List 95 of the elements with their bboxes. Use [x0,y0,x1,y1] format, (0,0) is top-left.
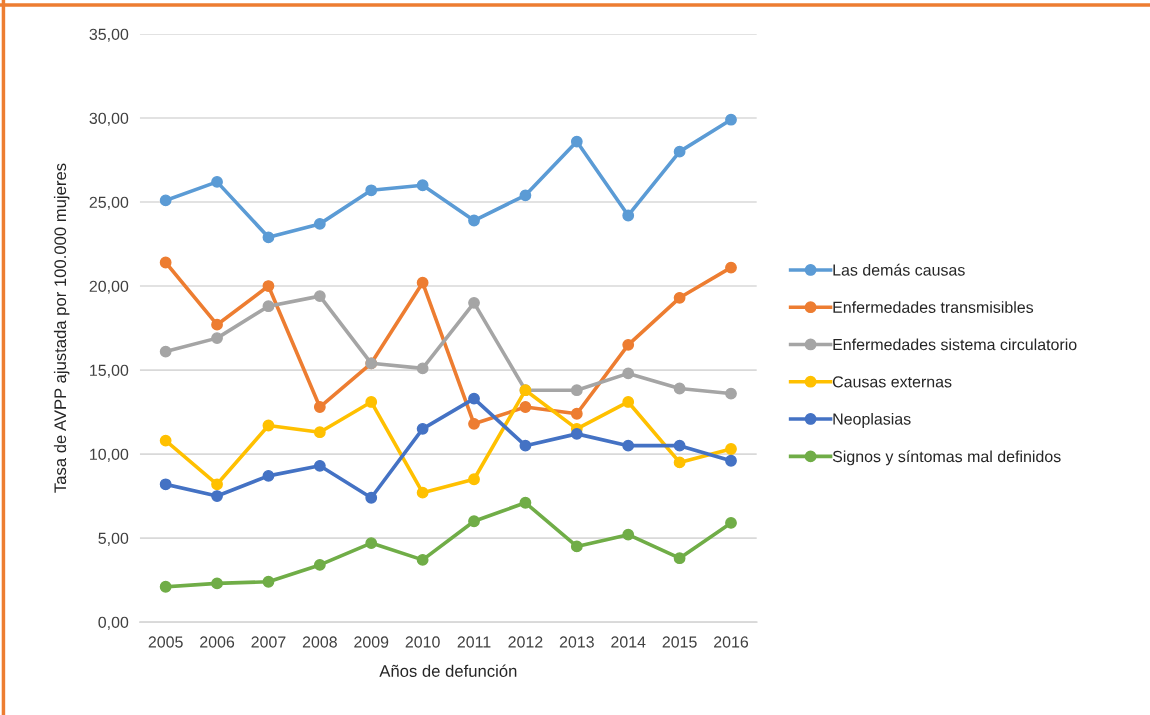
point [365,396,378,408]
point [416,362,429,375]
point [570,540,583,553]
point [622,367,635,380]
point [570,384,583,397]
point [673,552,686,565]
point [570,407,583,420]
point [211,318,223,331]
y-axis-title: Tasa de AVPP ajustada por 100.000 mujeres [53,163,70,493]
point [622,396,635,408]
x-tick-label: 2008 [302,636,337,648]
point [159,256,172,269]
point [365,537,378,549]
point [159,478,172,491]
point [262,231,275,244]
point [416,553,429,566]
point [416,276,429,289]
legend-label: Enfermedades sistema circulatorio [833,338,1077,351]
point [416,422,429,435]
point [159,580,172,593]
x-tick-label: 2010 [405,636,440,648]
y-tick-label: 30,00 [89,112,129,126]
point [313,426,326,439]
y-tick-label: 15,00 [90,364,129,378]
point [313,290,326,303]
point [725,113,737,126]
legend-label: Causas externas [832,376,952,388]
point [211,577,223,590]
point [262,469,275,482]
point [673,439,686,452]
point [313,401,326,413]
point [159,434,172,447]
point [468,214,480,227]
y-tick-label: 0,00 [98,616,129,630]
point [262,575,275,588]
point [519,401,532,413]
y-tick-label: 5,00 [98,532,129,546]
point [159,194,172,207]
y-tick-label: 25,00 [89,196,129,210]
point [622,209,635,222]
point [468,296,480,309]
y-tick-label: 10,00 [90,448,129,462]
y-tick-label: 35,00 [89,28,129,42]
point [313,217,326,230]
point [519,439,532,452]
point [622,528,635,541]
point [211,478,223,491]
y-tick-label: 20,00 [89,280,129,294]
x-tick-label: 2016 [714,636,749,648]
point [519,496,532,509]
point [468,417,480,430]
point [365,491,378,504]
x-tick-label: 2015 [662,636,697,648]
point [673,456,686,469]
point [211,490,223,502]
x-tick-label: 2014 [611,636,646,648]
point [365,184,378,197]
legend-label: Neoplasias [833,412,911,428]
point [468,515,480,528]
point [673,145,686,158]
x-tick-label: 2007 [251,636,286,648]
x-tick-label: 2005 [148,636,183,648]
point [570,427,583,440]
legend-label: Enfermedades transmisibles [833,301,1034,313]
x-tick-label: 2006 [200,636,235,648]
point [211,332,223,345]
point [416,486,429,499]
point [725,454,737,467]
point [262,300,275,313]
point [159,345,172,358]
point [725,261,737,274]
point [416,179,429,192]
point [519,189,532,202]
point [313,559,326,571]
point [622,439,635,452]
x-tick-label: 2012 [508,636,543,648]
point [211,175,223,188]
point [725,517,737,529]
point [725,443,737,455]
point [673,291,686,304]
point [725,387,737,400]
legend-label: Signos y síntomas mal definidos [832,450,1061,466]
legend-label: Las demás causas [833,263,965,276]
point [673,382,686,395]
point [468,473,480,486]
point [262,280,275,292]
x-tick-label: 2009 [354,636,389,648]
point [262,419,275,432]
point [468,392,480,405]
point [622,338,635,351]
x-tick-label: 2011 [457,636,491,648]
x-tick-label: 2013 [559,636,594,648]
x-axis-title: Años de defunción [379,664,517,677]
point [570,135,583,148]
point [313,459,326,472]
